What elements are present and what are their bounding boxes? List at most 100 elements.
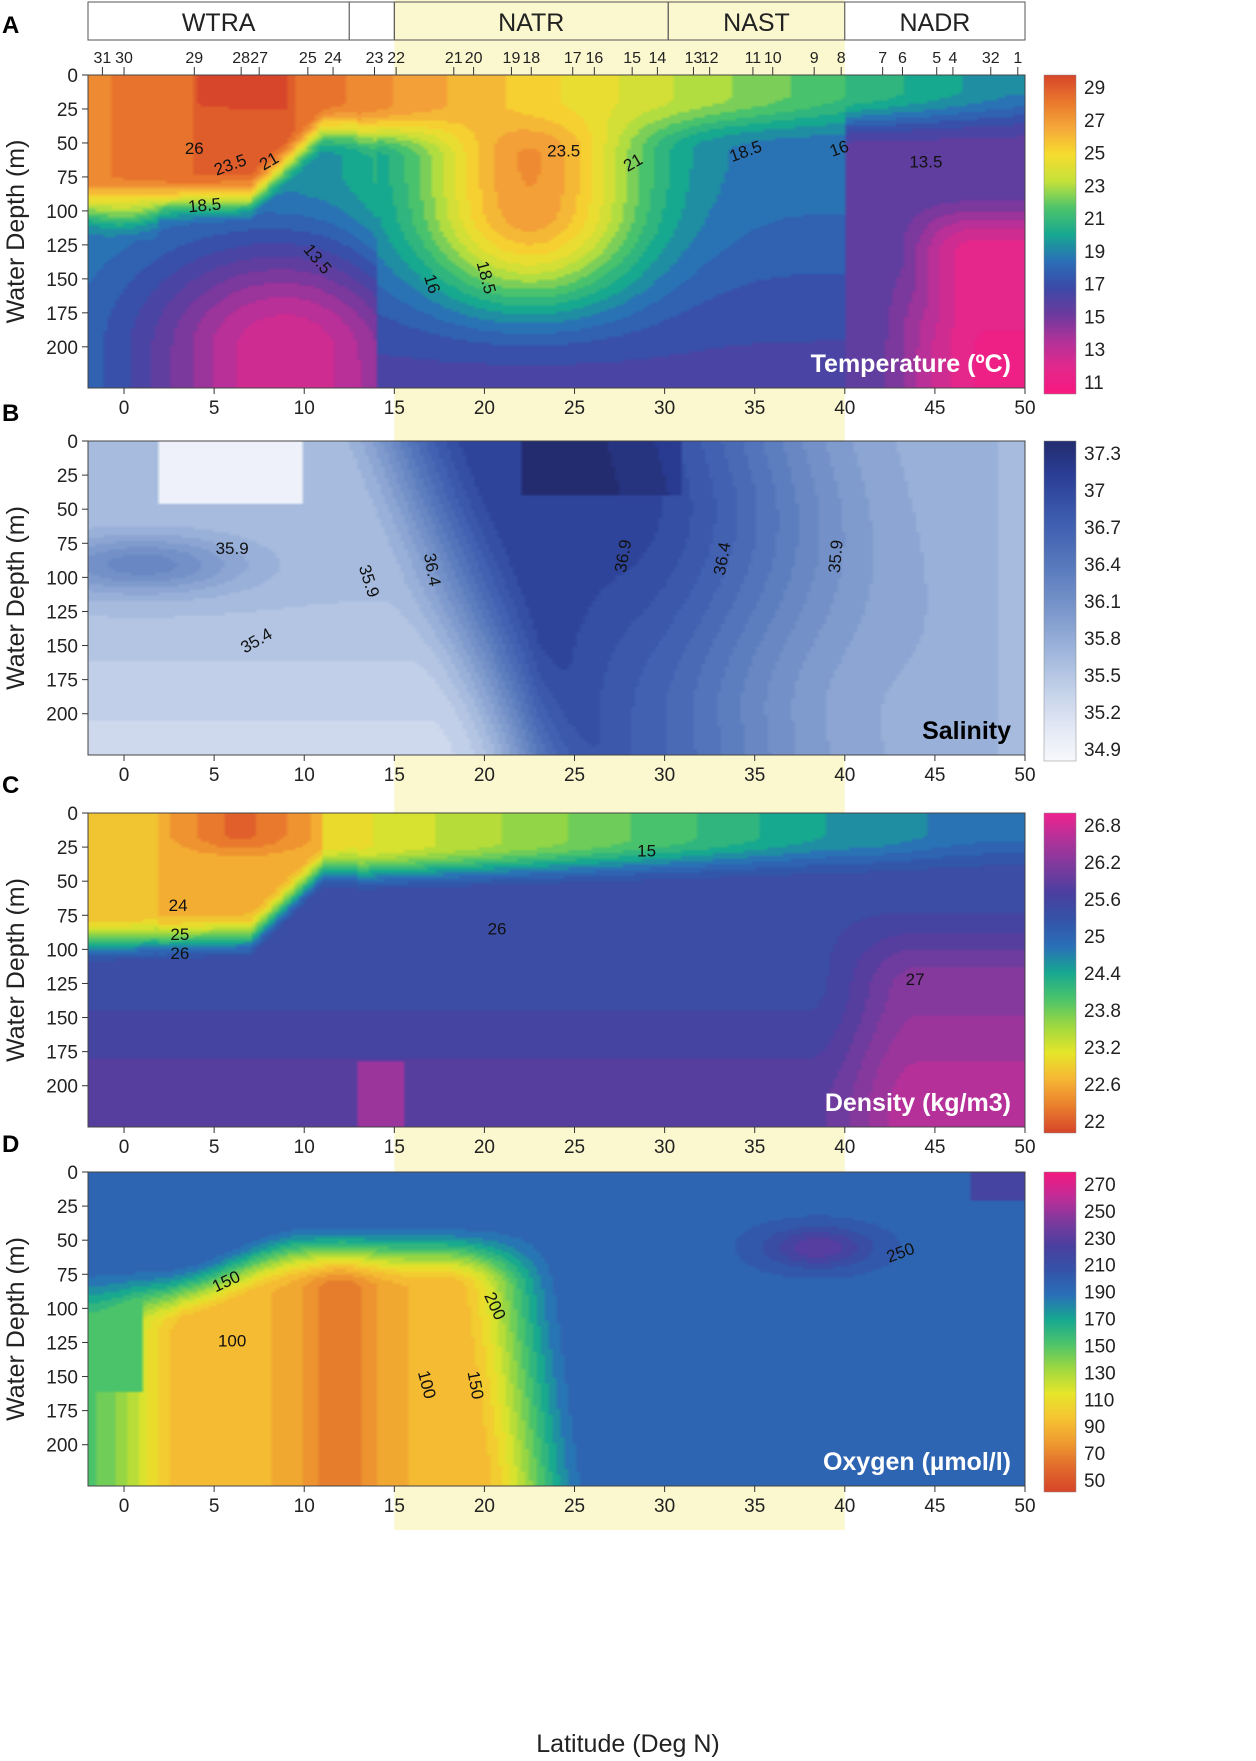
province-label: WTRA bbox=[182, 9, 256, 37]
station-label: 1 bbox=[1013, 50, 1022, 67]
x-tick-label: 5 bbox=[209, 398, 220, 419]
plot-frame bbox=[87, 812, 1026, 1128]
y-tick-label: 175 bbox=[46, 304, 78, 325]
province-box bbox=[844, 1, 1026, 41]
colorbar bbox=[1043, 812, 1077, 1134]
station-label: 12 bbox=[701, 50, 719, 67]
x-tick-label: 20 bbox=[474, 1137, 495, 1158]
colorbar-tick-label: 34.9 bbox=[1084, 740, 1121, 761]
contour-label: 18.5 bbox=[187, 195, 222, 217]
station-label: 13 bbox=[685, 50, 703, 67]
y-tick-label: 50 bbox=[57, 134, 78, 155]
station-label: 6 bbox=[898, 50, 907, 67]
y-tick-label: 175 bbox=[46, 1043, 78, 1064]
x-tick-label: 5 bbox=[209, 1137, 220, 1158]
x-tick-label: 15 bbox=[384, 765, 405, 786]
colorbar-tick-label: 23.8 bbox=[1084, 1001, 1121, 1022]
colorbar bbox=[1043, 440, 1077, 762]
y-tick-label: 125 bbox=[46, 602, 78, 623]
contour-label: 24 bbox=[169, 896, 188, 915]
colorbar-tick-label: 25 bbox=[1084, 927, 1105, 948]
station-label: 21 bbox=[445, 50, 463, 67]
x-tick-label: 10 bbox=[294, 765, 315, 786]
colorbar-tick-label: 150 bbox=[1084, 1336, 1116, 1357]
x-tick-label: 45 bbox=[924, 1496, 945, 1517]
x-tick-label: 40 bbox=[834, 765, 855, 786]
y-axis-label: Water Depth (m) bbox=[2, 506, 30, 690]
panel-label: A bbox=[2, 12, 19, 39]
x-tick-label: 25 bbox=[564, 1137, 585, 1158]
x-tick-label: 15 bbox=[384, 398, 405, 419]
station-label: 22 bbox=[387, 50, 405, 67]
station-label: 29 bbox=[185, 50, 203, 67]
contour-label: 15 bbox=[637, 842, 656, 861]
panel-title: Temperature (ºC) bbox=[811, 350, 1011, 378]
x-tick-label: 40 bbox=[834, 1137, 855, 1158]
colorbar-tick-label: 250 bbox=[1084, 1202, 1116, 1223]
x-tick-label: 50 bbox=[1014, 1137, 1035, 1158]
y-tick-label: 100 bbox=[46, 202, 78, 223]
x-tick-label: 30 bbox=[654, 765, 675, 786]
y-tick-label: 75 bbox=[57, 168, 78, 189]
y-tick-label: 150 bbox=[46, 1368, 78, 1389]
y-tick-label: 25 bbox=[57, 838, 78, 859]
x-tick-label: 0 bbox=[119, 1496, 130, 1517]
colorbar-tick-label: 21 bbox=[1084, 209, 1105, 230]
province-label: NATR bbox=[498, 9, 564, 37]
province-label: NAST bbox=[723, 9, 790, 37]
x-tick-label: 50 bbox=[1014, 1496, 1035, 1517]
station-label: 31 bbox=[94, 50, 112, 67]
colorbar-tick-label: 130 bbox=[1084, 1363, 1116, 1384]
x-tick-label: 35 bbox=[744, 398, 765, 419]
x-tick-label: 10 bbox=[294, 398, 315, 419]
panel-label: D bbox=[2, 1131, 19, 1158]
contour-field-C bbox=[88, 813, 1025, 1127]
x-tick-label: 25 bbox=[564, 398, 585, 419]
panel-title: Oxygen (µmol/l) bbox=[823, 1448, 1011, 1476]
station-label: 7 bbox=[878, 50, 887, 67]
contour-label: 25 bbox=[170, 925, 189, 944]
contour-label: 27 bbox=[906, 970, 925, 989]
y-tick-label: 0 bbox=[67, 432, 78, 453]
station-label: 25 bbox=[299, 50, 317, 67]
x-tick-label: 5 bbox=[209, 1496, 220, 1517]
station-label: 18 bbox=[522, 50, 540, 67]
contour-label: 150 bbox=[464, 1370, 488, 1401]
contour-field-D bbox=[88, 1172, 1025, 1486]
y-tick-label: 75 bbox=[57, 1265, 78, 1286]
station-label: 9 bbox=[810, 50, 819, 67]
y-tick-label: 100 bbox=[46, 568, 78, 589]
colorbar-tick-label: 25 bbox=[1084, 144, 1105, 165]
y-axis-label: Water Depth (m) bbox=[2, 140, 30, 324]
station-label: 24 bbox=[324, 50, 342, 67]
panel-label: B bbox=[2, 400, 19, 427]
y-tick-label: 200 bbox=[46, 338, 78, 359]
colorbar-tick-label: 17 bbox=[1084, 275, 1105, 296]
x-tick-label: 45 bbox=[924, 765, 945, 786]
colorbar-tick-label: 15 bbox=[1084, 307, 1105, 328]
y-tick-label: 200 bbox=[46, 1436, 78, 1457]
station-label: 27 bbox=[250, 50, 268, 67]
province-label: NADR bbox=[899, 9, 970, 37]
colorbar-tick-label: 210 bbox=[1084, 1256, 1116, 1277]
contour-label: 26 bbox=[170, 944, 189, 963]
x-tick-label: 30 bbox=[654, 1137, 675, 1158]
colorbar-tick-label: 37.3 bbox=[1084, 444, 1121, 465]
contour-label: 26 bbox=[185, 139, 204, 158]
x-tick-label: 35 bbox=[744, 1137, 765, 1158]
panel-label: C bbox=[2, 772, 19, 799]
x-tick-label: 50 bbox=[1014, 765, 1035, 786]
y-tick-label: 125 bbox=[46, 974, 78, 995]
colorbar-tick-label: 22 bbox=[1084, 1112, 1105, 1133]
x-tick-label: 0 bbox=[119, 1137, 130, 1158]
station-label: 14 bbox=[649, 50, 667, 67]
x-tick-label: 50 bbox=[1014, 398, 1035, 419]
y-tick-label: 100 bbox=[46, 940, 78, 961]
colorbar-tick-label: 26.2 bbox=[1084, 853, 1121, 874]
y-tick-label: 0 bbox=[67, 1163, 78, 1184]
colorbar-tick-label: 70 bbox=[1084, 1444, 1105, 1465]
station-label: 19 bbox=[503, 50, 521, 67]
